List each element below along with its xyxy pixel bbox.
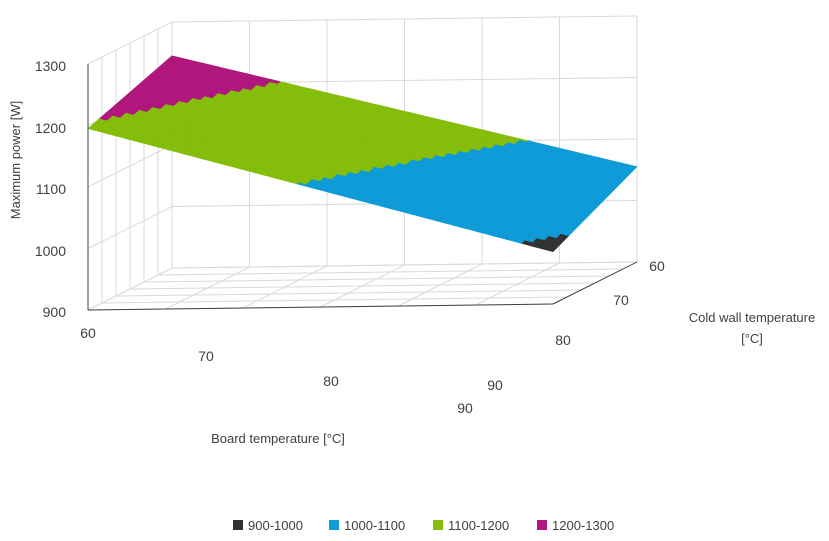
- board-axis-line: [87, 303, 554, 311]
- floor-gridline: [157, 268, 624, 276]
- legend-swatch: [329, 520, 339, 530]
- floor-gridline: [171, 261, 638, 269]
- y-tick: 60: [649, 258, 665, 274]
- legend-swatch: [433, 520, 443, 530]
- legend-item: 1200-1300: [537, 518, 614, 533]
- floor-gridline: [115, 289, 582, 297]
- y-axis-title-line-1: Cold wall temperature: [689, 310, 815, 325]
- y-tick: 70: [613, 292, 629, 308]
- z-tick: 1000: [35, 243, 66, 259]
- z-gridline: [87, 15, 638, 65]
- y-tick: 90: [487, 377, 503, 393]
- legend-item: 1000-1100: [329, 518, 405, 533]
- legend-label: 1000-1100: [344, 518, 405, 533]
- y-axis-title-line-2: [°C]: [741, 331, 763, 346]
- x-axis-title: Board temperature [°C]: [211, 431, 345, 446]
- z-tick: 900: [43, 304, 67, 320]
- legend-swatch: [233, 520, 243, 530]
- legend-label: 900-1000: [248, 518, 303, 533]
- x-tick: 60: [80, 325, 96, 341]
- z-tick: 1200: [35, 120, 66, 136]
- x-tick: 80: [323, 373, 339, 389]
- x-tick: 90: [457, 400, 473, 416]
- floor-gridline: [129, 282, 596, 290]
- floor-gridline: [143, 275, 610, 283]
- legend-label: 1100-1200: [448, 518, 509, 533]
- floor-gridline: [101, 296, 568, 304]
- z-tick: 1300: [35, 58, 66, 74]
- legend-item: 1100-1200: [433, 518, 509, 533]
- z-axis-ticks: 900 1000 1100 1200 1300: [35, 58, 66, 320]
- legend-label: 1200-1300: [552, 518, 614, 533]
- legend-swatch: [537, 520, 547, 530]
- legend-item: 900-1000: [233, 518, 303, 533]
- board-temperature-ticks: 60 70 80 90: [80, 325, 473, 416]
- z-axis-title: Maximum power [W]: [8, 101, 23, 219]
- x-tick: 70: [198, 348, 214, 364]
- z-tick: 1100: [36, 181, 66, 197]
- legend: 900-1000 1000-1100 1100-1200 1200-1300: [233, 518, 614, 533]
- cold-wall-temperature-ticks: 60 70 80 90: [487, 258, 665, 393]
- surface-plot: [87, 55, 638, 253]
- y-tick: 80: [555, 332, 571, 348]
